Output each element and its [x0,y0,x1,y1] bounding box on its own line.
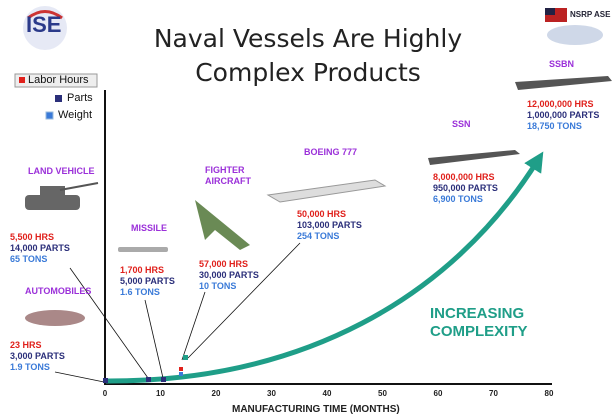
parts-count: 14,000 PARTS [10,243,70,253]
product-name: FIGHTER AIRCRAFT [205,165,255,187]
x-tick-label: 60 [428,389,448,398]
weight: 65 TONS [10,254,47,264]
title: Naval Vessels Are Highly [128,22,488,55]
product-name: AUTOMOBILES [25,286,91,296]
weight: 6,900 TONS [433,194,483,204]
weight: 10 TONS [199,281,236,291]
parts-count: 5,000 PARTS [120,276,175,286]
legend-marker [55,95,62,102]
product-name: SSN [452,119,471,129]
x-tick-label: 70 [484,389,504,398]
badge-text: NSRP ASE [570,10,610,19]
legend-marker [46,112,53,119]
product-name: MISSILE [131,223,167,233]
legend-marker [19,77,25,83]
parts-count: 30,000 PARTS [199,270,259,280]
annotation: COMPLEXITY [430,323,528,340]
x-tick-label: 0 [95,389,115,398]
product-name: LAND VEHICLE [28,166,95,176]
logo-text: ISE [26,12,61,38]
x-tick-label: 40 [317,389,337,398]
slide: Naval Vessels Are Highly Complex Product… [0,0,613,420]
labor-hours: 57,000 HRS [199,259,248,269]
labor-hours: 8,000,000 HRS [433,172,495,182]
parts-count: 3,000 PARTS [10,351,65,361]
weight: 1.9 TONS [10,362,50,372]
weight: 1.6 TONS [120,287,160,297]
weight: 18,750 TONS [527,121,582,131]
parts-count: 1,000,000 PARTS [527,110,599,120]
legend-label: Labor Hours [28,74,89,86]
labor-hours: 5,500 HRS [10,232,54,242]
x-axis-label: MANUFACTURING TIME (MONTHS) [232,404,400,415]
parts-count: 950,000 PARTS [433,183,498,193]
product-icons [25,76,612,326]
annotation: INCREASING [430,305,524,322]
title: Complex Products [128,56,488,89]
parts-count: 103,000 PARTS [297,220,362,230]
x-tick-label: 10 [151,389,171,398]
x-tick-label: 50 [373,389,393,398]
product-name: BOEING 777 [304,147,357,157]
product-name: SSBN [549,59,574,69]
legend-label: Parts [67,92,93,104]
labor-hours: 50,000 HRS [297,209,346,219]
labor-hours: 1,700 HRS [120,265,164,275]
labor-hours: 12,000,000 HRS [527,99,594,109]
weight: 254 TONS [297,231,339,241]
labor-hours: 23 HRS [10,340,42,350]
x-tick-label: 30 [262,389,282,398]
x-tick-label: 80 [539,389,559,398]
x-tick-label: 20 [206,389,226,398]
legend-label: Weight [58,109,92,121]
